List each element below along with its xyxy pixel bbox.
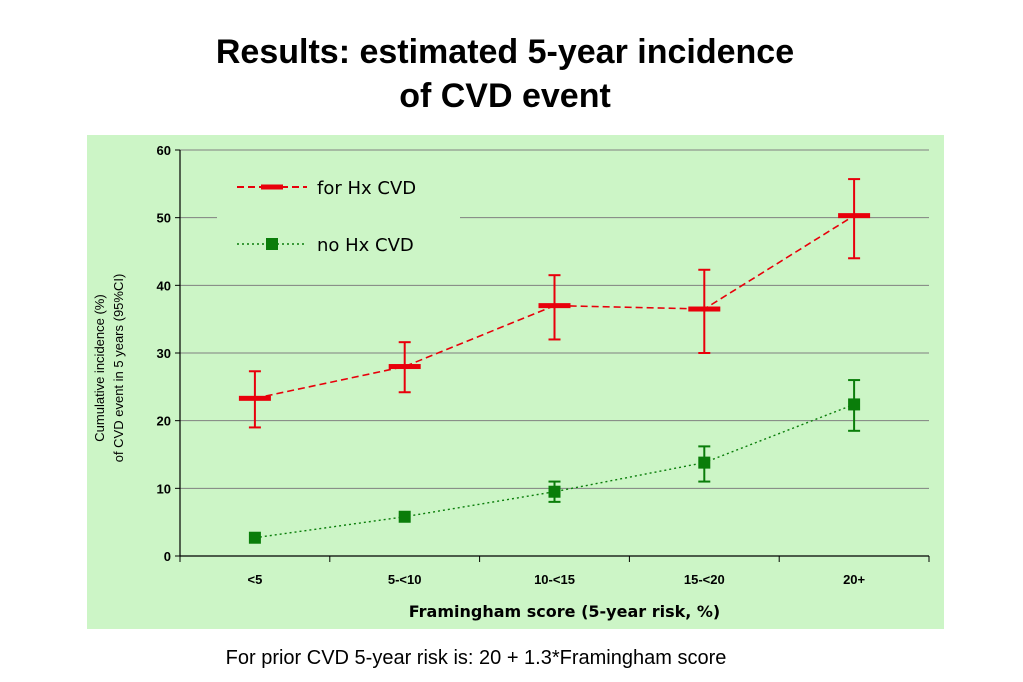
x-tick-label: 10-<15 <box>534 572 575 587</box>
x-tick-label: 5-<10 <box>388 572 422 587</box>
legend-box <box>217 170 460 270</box>
legend-item: no Hx CVD <box>237 235 414 256</box>
legend-label: for Hx CVD <box>317 178 416 199</box>
x-tick-labels: <5 5-<10 10-<15 15-<20 20+ <box>247 572 865 587</box>
data-point-square <box>698 456 711 469</box>
data-point-dash <box>538 303 571 309</box>
legend-label: no Hx CVD <box>317 235 414 256</box>
series-no-hx-cvd <box>248 379 861 544</box>
y-tick-label: 30 <box>157 346 171 361</box>
legend-item: for Hx CVD <box>237 178 416 199</box>
x-axis-title: Framingham score (5-year risk, %) <box>409 602 721 621</box>
data-point-dash <box>238 395 271 401</box>
y-tick-label: 60 <box>157 143 171 158</box>
y-tick-label: 50 <box>157 211 171 226</box>
data-point-square <box>548 485 561 498</box>
data-point-dash <box>388 364 421 370</box>
y-tick-label: 10 <box>157 481 171 496</box>
series-line <box>254 403 855 539</box>
x-tick-label: 20+ <box>843 572 865 587</box>
y-tick-labels: 0 10 20 30 40 50 60 <box>157 143 171 564</box>
gridlines <box>175 149 930 562</box>
footnote: For prior CVD 5-year risk is: 20 + 1.3*F… <box>225 647 727 669</box>
axes <box>179 150 929 557</box>
y-tick-label: 40 <box>157 278 171 293</box>
legend: for Hx CVD no Hx CVD <box>217 170 460 270</box>
slide-title-line2: of CVD event <box>399 77 611 115</box>
slide-title: Results: estimated 5-year incidence of C… <box>0 30 1010 118</box>
series-for-hx-cvd <box>238 178 871 429</box>
data-point-dash <box>688 306 721 312</box>
y-axis-title-line1: Cumulative incidence (%) <box>92 294 107 441</box>
chart-panel: 0 10 20 30 40 50 60 <5 5-<10 10-<15 15-<20 20+ for… <box>87 135 944 629</box>
data-point-square <box>848 398 861 411</box>
legend-marker-square <box>266 238 278 250</box>
slide-title-line1: Results: estimated 5-year incidence <box>215 33 795 71</box>
y-tick-label: 0 <box>164 549 171 564</box>
series-layer <box>238 178 871 544</box>
x-tick-label: 15-<20 <box>684 572 725 587</box>
x-tick-label: <5 <box>247 572 262 587</box>
chart-background <box>87 135 944 629</box>
data-point-square <box>248 531 261 544</box>
y-axis-title-line2: of CVD event in 5 years (95%CI) <box>111 274 126 463</box>
legend-marker-dash <box>261 184 283 190</box>
y-tick-label: 20 <box>157 414 171 429</box>
incidence-chart: 0 10 20 30 40 50 60 <5 5-<10 10-<15 15-<20 20+ for… <box>87 135 944 629</box>
data-point-dash <box>838 213 871 219</box>
data-point-square <box>398 510 411 523</box>
